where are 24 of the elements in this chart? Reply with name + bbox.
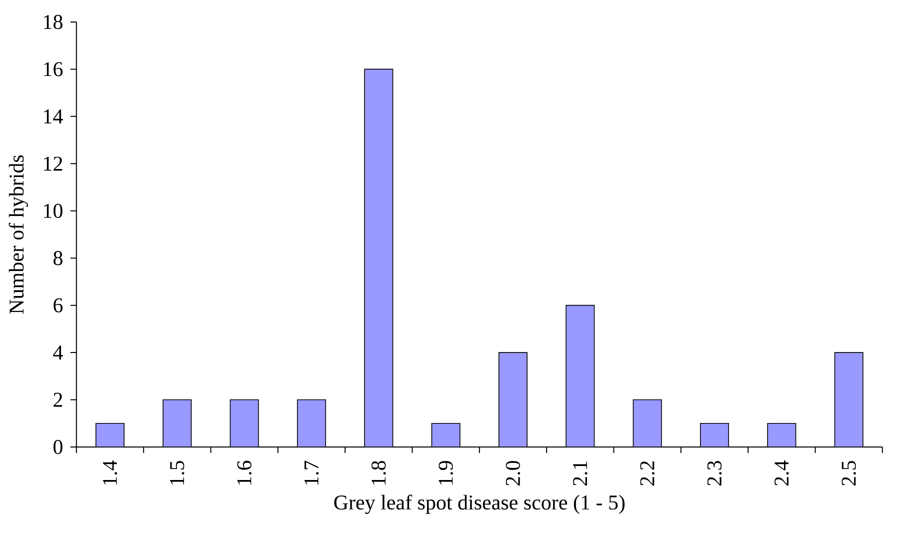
y-tick-label: 18 — [44, 14, 62, 30]
y-tick-label: 4 — [53, 346, 63, 360]
x-tick-label: 1.4 — [102, 460, 118, 485]
x-axis-title: Grey leaf spot disease score (1 - 5) — [334, 494, 625, 514]
x-tick-label: 2.4 — [774, 460, 789, 486]
y-tick-label: 16 — [44, 62, 63, 76]
y-tick-label: 12 — [44, 156, 62, 171]
x-tick-label: 2.1 — [573, 461, 588, 486]
x-tick-label: 1.6 — [237, 460, 252, 485]
x-tick-label: 1.5 — [170, 460, 184, 485]
y-tick-label: 6 — [54, 298, 63, 312]
x-tick-label: 1.7 — [304, 460, 319, 485]
y-axis-title: Number of hybrids — [8, 155, 28, 314]
y-tick-label: 2 — [54, 392, 62, 407]
y-tick-label: 14 — [44, 110, 63, 124]
y-tick-label: 8 — [54, 251, 62, 266]
x-tick-label: 1.8 — [372, 460, 386, 485]
x-tick-label: 1.9 — [438, 461, 453, 485]
y-tick-label: 10 — [44, 204, 62, 218]
y-tick-label: 0 — [54, 440, 62, 454]
x-tick-label: 2.3 — [707, 460, 722, 486]
x-tick-label: 2.0 — [506, 460, 520, 486]
x-tick-label: 2.2 — [640, 461, 654, 486]
x-tick-label: 2.5 — [842, 460, 856, 486]
